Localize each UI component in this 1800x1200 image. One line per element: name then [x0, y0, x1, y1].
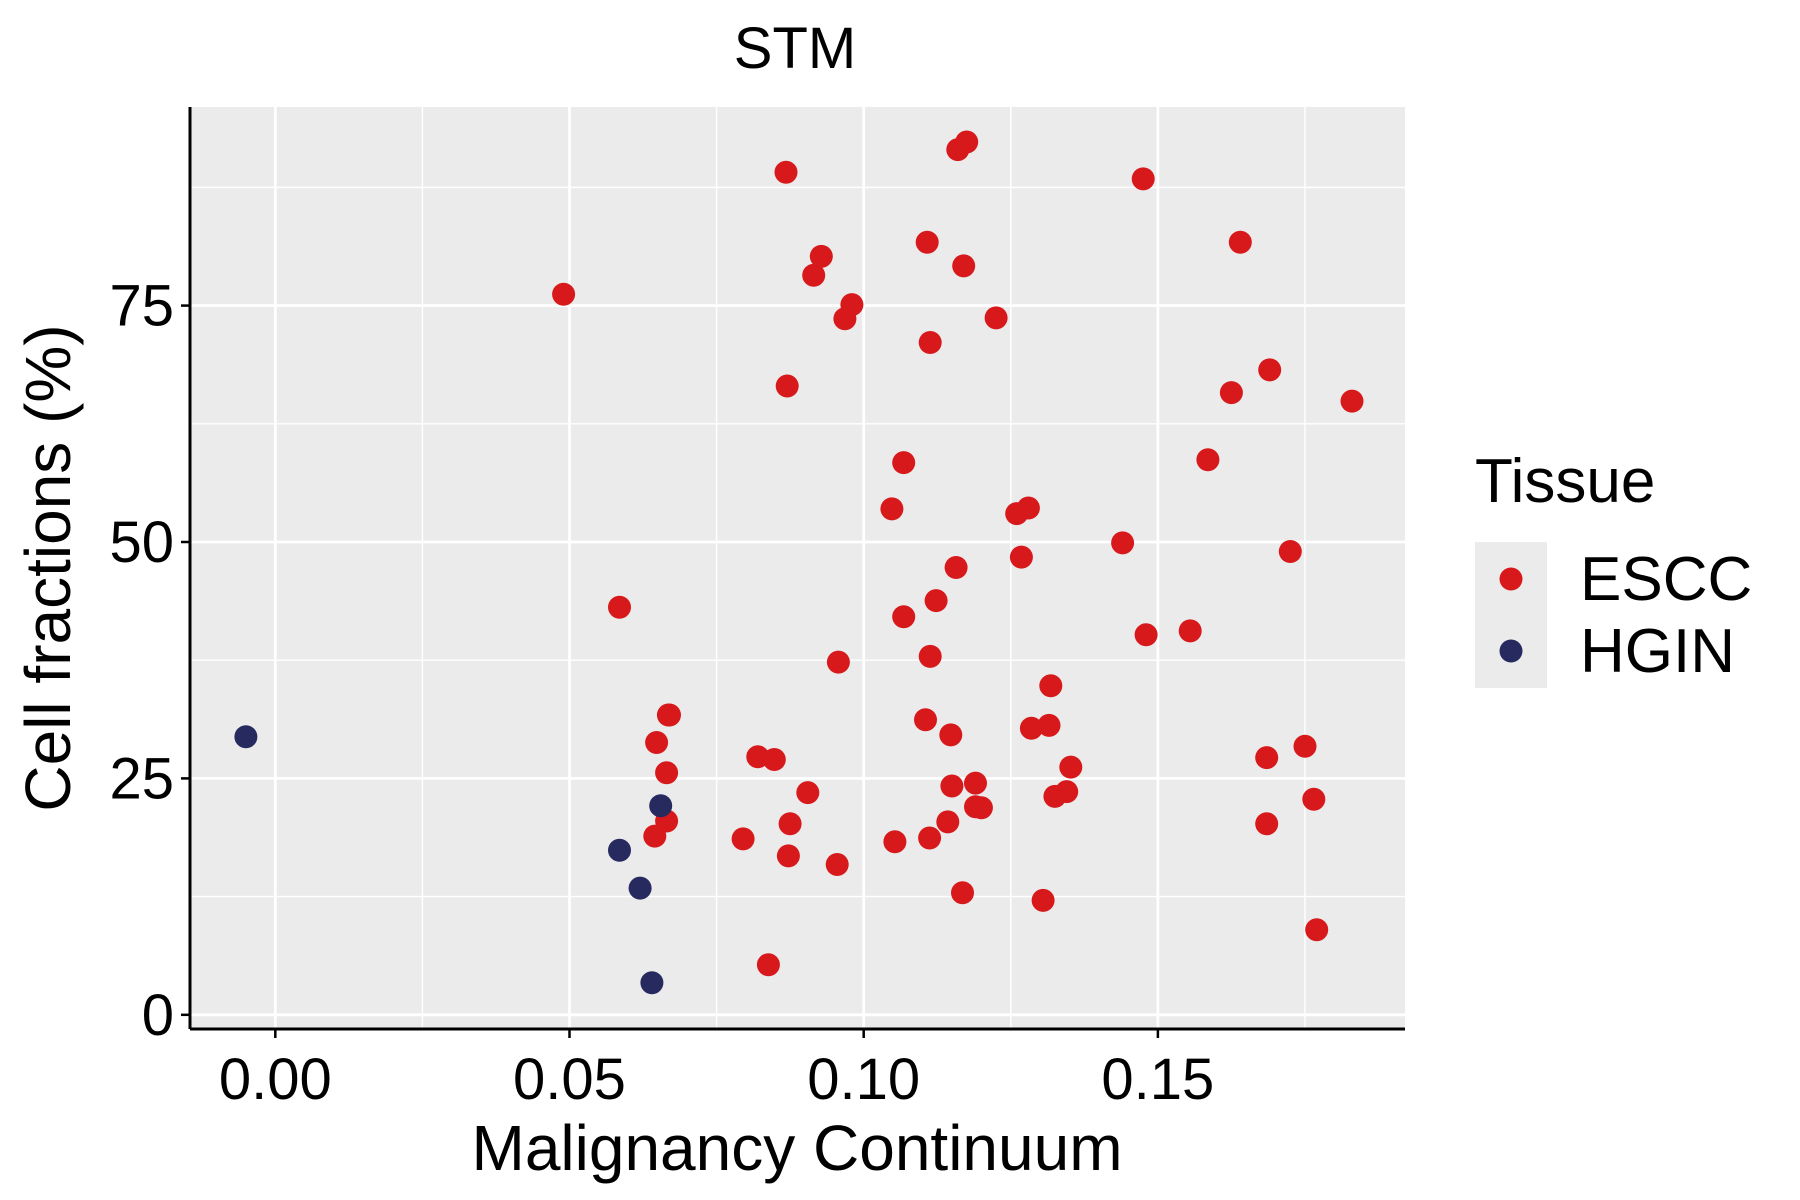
point-escc — [1059, 755, 1083, 779]
x-tick-label: 0.05 — [513, 1047, 626, 1112]
point-escc — [1302, 787, 1326, 811]
point-escc — [1258, 358, 1282, 382]
x-axis-title: Malignancy Continuum — [472, 1112, 1123, 1184]
point-escc — [892, 605, 916, 629]
point-escc — [840, 293, 864, 317]
y-tick-label: 75 — [109, 274, 174, 339]
point-hgin — [628, 876, 652, 900]
point-escc — [1111, 531, 1135, 555]
point-escc — [775, 374, 799, 398]
legend-title: Tissue — [1475, 447, 1655, 516]
point-escc — [809, 244, 833, 268]
point-hgin — [608, 838, 631, 862]
point-escc — [883, 830, 907, 854]
point-escc — [762, 748, 786, 771]
x-tick-label: 0.10 — [807, 1047, 920, 1112]
point-escc — [774, 160, 798, 184]
point-escc — [914, 708, 937, 732]
point-escc — [939, 723, 963, 747]
point-escc — [802, 263, 826, 287]
point-escc — [940, 774, 964, 798]
point-escc — [756, 953, 780, 977]
legend: Tissue ESCC HGIN — [1475, 447, 1752, 688]
point-escc — [645, 731, 669, 754]
point-escc — [936, 810, 960, 834]
point-escc — [776, 844, 800, 868]
point-escc — [1019, 716, 1043, 740]
y-axis-ticks: 0 25 50 75 — [109, 274, 190, 1048]
y-tick-label: 0 — [142, 983, 174, 1048]
point-hgin — [640, 971, 664, 995]
point-escc — [731, 827, 755, 851]
point-escc — [655, 761, 679, 785]
point-escc — [1031, 888, 1055, 912]
data-points — [234, 130, 1364, 995]
point-escc — [1278, 540, 1302, 563]
legend-key-hgin — [1499, 639, 1523, 663]
point-escc — [1255, 746, 1279, 770]
x-axis-ticks: 0.00 0.05 0.10 0.15 — [219, 1029, 1214, 1112]
point-escc — [1016, 496, 1040, 520]
point-escc — [608, 595, 631, 619]
point-escc — [658, 703, 681, 727]
point-escc — [964, 771, 987, 795]
legend-key-escc — [1499, 567, 1523, 591]
x-tick-label: 0.15 — [1101, 1047, 1214, 1112]
point-hgin — [649, 794, 673, 818]
point-escc — [778, 812, 802, 836]
point-escc — [951, 881, 974, 905]
point-escc — [552, 282, 576, 306]
point-escc — [915, 230, 939, 254]
point-escc — [969, 796, 993, 820]
point-escc — [1134, 623, 1158, 647]
point-escc — [918, 331, 942, 354]
y-tick-label: 50 — [109, 510, 174, 575]
point-escc — [918, 644, 942, 668]
point-escc — [1037, 713, 1061, 737]
point-escc — [918, 826, 942, 850]
y-axis-title: Cell fractions (%) — [12, 324, 84, 811]
point-escc — [955, 130, 979, 154]
point-escc — [1009, 545, 1033, 569]
point-hgin — [234, 725, 258, 749]
point-escc — [1255, 812, 1279, 836]
x-tick-label: 0.00 — [219, 1047, 332, 1112]
point-escc — [1228, 230, 1252, 254]
point-escc — [1340, 389, 1364, 413]
legend-label-hgin: HGIN — [1580, 617, 1735, 686]
point-escc — [880, 497, 904, 521]
y-tick-label: 25 — [109, 746, 174, 811]
legend-label-escc: ESCC — [1580, 545, 1752, 614]
point-escc — [924, 589, 948, 613]
point-escc — [1219, 381, 1243, 405]
chart-title: STM — [734, 16, 856, 81]
point-escc — [1055, 780, 1079, 804]
plot-panel — [190, 107, 1405, 1029]
point-escc — [892, 451, 916, 475]
grid-lines — [190, 107, 1405, 1029]
point-escc — [1178, 619, 1202, 643]
point-escc — [944, 556, 968, 579]
point-escc — [826, 650, 850, 674]
point-escc — [1131, 167, 1155, 191]
legend-key-background — [1475, 542, 1547, 688]
point-escc — [796, 781, 820, 805]
point-escc — [1039, 674, 1063, 698]
point-escc — [1196, 448, 1220, 472]
point-escc — [1293, 734, 1317, 758]
point-escc — [1305, 918, 1329, 942]
point-escc — [825, 853, 849, 876]
point-escc — [984, 306, 1008, 330]
point-escc — [952, 254, 976, 278]
